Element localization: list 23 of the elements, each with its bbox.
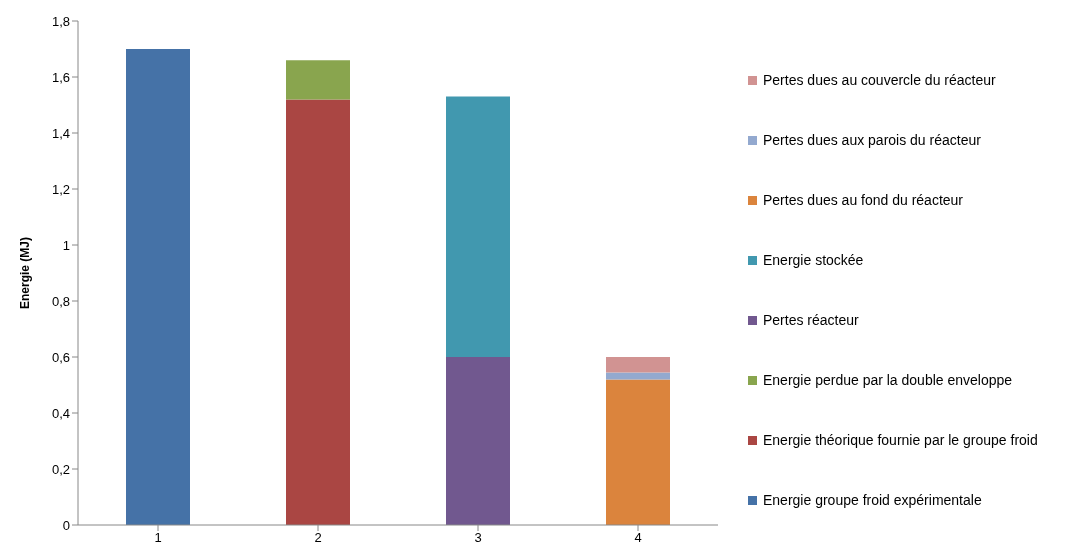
legend-label: Pertes dues aux parois du réacteur [763,131,981,150]
y-tick-label: 0 [62,517,70,533]
legend-label: Pertes réacteur [763,311,859,330]
legend-label: Energie groupe froid expérimentale [763,491,982,510]
x-tick-label: 4 [634,530,642,546]
x-tick-label: 2 [314,530,322,546]
y-tick-label: 0,2 [51,461,70,477]
legend-label: Energie perdue par la double enveloppe [763,371,1013,390]
y-tick-label: 1,6 [51,69,70,85]
legend-label: Energie théorique fournie par le groupe froid [763,431,1038,450]
y-tick-label: 0,8 [51,293,70,309]
x-tick-label: 1 [154,530,162,546]
legend-label: Energie stockée [763,251,864,270]
legend-label: Pertes dues au fond du réacteur [763,191,964,210]
y-tick-label: 1 [62,237,70,253]
legend-label: Pertes dues au couvercle du réacteur [763,71,996,90]
y-tick-label: 0,4 [51,405,70,421]
x-tick-label: 3 [474,530,482,546]
y-tick-label: 1,4 [51,125,70,141]
y-tick-label: 0,6 [51,349,70,365]
y-tick-label: 1,2 [51,181,70,197]
y-axis-title: Energie (MJ) [18,236,33,310]
y-tick-label: 1,8 [51,13,70,29]
